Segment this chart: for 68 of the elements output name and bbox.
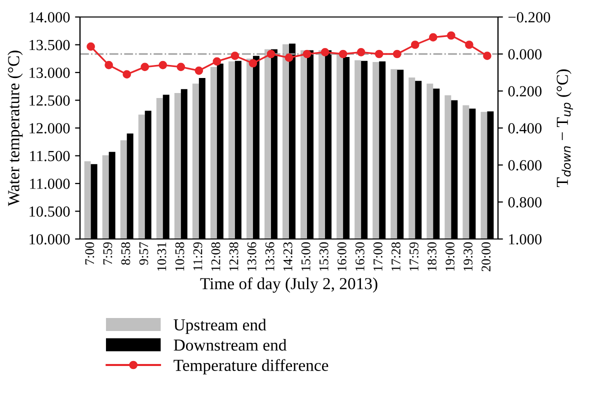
x-tick-label: 17:28 bbox=[392, 242, 400, 271]
x-tick-label: 8:58 bbox=[121, 242, 130, 265]
y-tick-label: 13.000 bbox=[30, 68, 70, 78]
point bbox=[392, 50, 402, 58]
y2-tick-label: 0.600 bbox=[508, 160, 542, 171]
y-tick-label: 11.500 bbox=[30, 150, 70, 162]
x-tick-label: 12:38 bbox=[229, 242, 238, 271]
y2-tick-label: −0.200 bbox=[508, 12, 550, 23]
x-tick-label: 14:23 bbox=[283, 242, 292, 271]
y-axis-title: Water temperature (°C) bbox=[8, 50, 23, 206]
legend-label: Upstream end bbox=[174, 318, 266, 334]
x-tick-label: 18:30 bbox=[428, 242, 436, 271]
y-tick-label: 10.500 bbox=[30, 206, 70, 217]
point bbox=[104, 60, 113, 70]
x-tick-label: 17:00 bbox=[373, 242, 382, 271]
x-tick-label: 19:00 bbox=[446, 242, 455, 271]
x-tick-label: 12:08 bbox=[211, 242, 220, 271]
point bbox=[266, 50, 276, 58]
point bbox=[194, 66, 204, 75]
y2-tick-label: 0.800 bbox=[508, 197, 542, 208]
point bbox=[284, 54, 294, 62]
legend-label: Temperature difference bbox=[174, 359, 328, 374]
y-tick-label: 13.500 bbox=[30, 40, 70, 50]
point bbox=[86, 42, 95, 51]
x-tick-label: 20:00 bbox=[482, 242, 491, 272]
x-tick-label: 15:30 bbox=[319, 242, 328, 271]
x-tick-label: 10:58 bbox=[175, 242, 184, 271]
y2-tick-label: 0.200 bbox=[508, 86, 542, 97]
point bbox=[446, 31, 456, 40]
x-tick-label: 19:30 bbox=[464, 242, 473, 271]
y2-tick-label: 0.000 bbox=[508, 49, 542, 60]
point bbox=[140, 62, 150, 72]
point bbox=[410, 40, 420, 49]
point bbox=[483, 52, 492, 60]
x-tick-label: 15:00 bbox=[301, 242, 310, 271]
y-tick-label: 14.000 bbox=[30, 12, 70, 23]
point bbox=[176, 62, 186, 72]
y-tick-label: 11.000 bbox=[30, 178, 70, 190]
point bbox=[158, 60, 168, 70]
legend-label: Downstream end bbox=[174, 338, 287, 351]
x-tick-label: 7:00 bbox=[85, 242, 94, 264]
y-tick-label: 10.000 bbox=[30, 234, 70, 245]
x-tick-label: 13:36 bbox=[265, 242, 274, 271]
x-axis-title: Time of day (July 2, 2013) bbox=[200, 277, 378, 293]
point bbox=[302, 50, 312, 58]
point bbox=[465, 40, 474, 49]
x-tick-label: 16:30 bbox=[355, 242, 364, 271]
point bbox=[212, 57, 222, 66]
point bbox=[320, 48, 330, 56]
x-tick-label: 17:59 bbox=[410, 242, 418, 271]
point bbox=[356, 48, 366, 56]
y2-tick-label: 1.000 bbox=[509, 234, 542, 245]
x-tick-label: 7:59 bbox=[103, 242, 112, 264]
y-tick-label: 12.500 bbox=[30, 95, 70, 106]
point bbox=[122, 70, 132, 79]
point bbox=[230, 52, 240, 60]
x-tick-label: 9:57 bbox=[139, 242, 148, 265]
x-tick-label: 13:06 bbox=[247, 242, 256, 271]
y-tick-label: 12.000 bbox=[30, 123, 70, 134]
x-tick-label: 16:00 bbox=[337, 242, 346, 271]
point bbox=[248, 59, 258, 68]
y2-tick-label: 0.400 bbox=[508, 123, 542, 134]
point bbox=[338, 50, 348, 58]
y2-axis-title: T$_{down}$ − T$_{up}$ (°C) bbox=[556, 69, 573, 188]
x-tick-label: 10:31 bbox=[157, 242, 166, 271]
point bbox=[374, 50, 384, 58]
x-tick-label: 11:29 bbox=[193, 242, 202, 270]
point bbox=[428, 33, 438, 42]
